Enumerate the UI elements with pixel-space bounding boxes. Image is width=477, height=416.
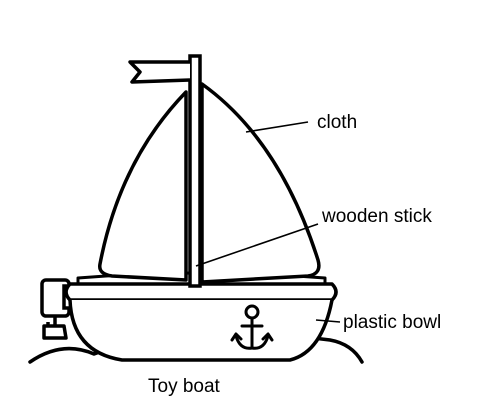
anchor-icon: [230, 304, 274, 350]
stick-leader-line: [195, 223, 319, 267]
bowl-leader-line: [315, 319, 341, 323]
wooden-stick-label: wooden stick: [321, 206, 432, 227]
cloth-label: cloth: [317, 112, 357, 133]
cloth-leader-line: [245, 121, 309, 133]
boat-hull: [64, 271, 338, 362]
mast: [188, 54, 202, 288]
plastic-bowl-label: plastic bowl: [343, 312, 441, 333]
diagram-caption: Toy boat: [148, 376, 221, 397]
left-sail: [98, 90, 188, 282]
flag-icon: [128, 60, 191, 84]
right-sail: [200, 82, 321, 284]
